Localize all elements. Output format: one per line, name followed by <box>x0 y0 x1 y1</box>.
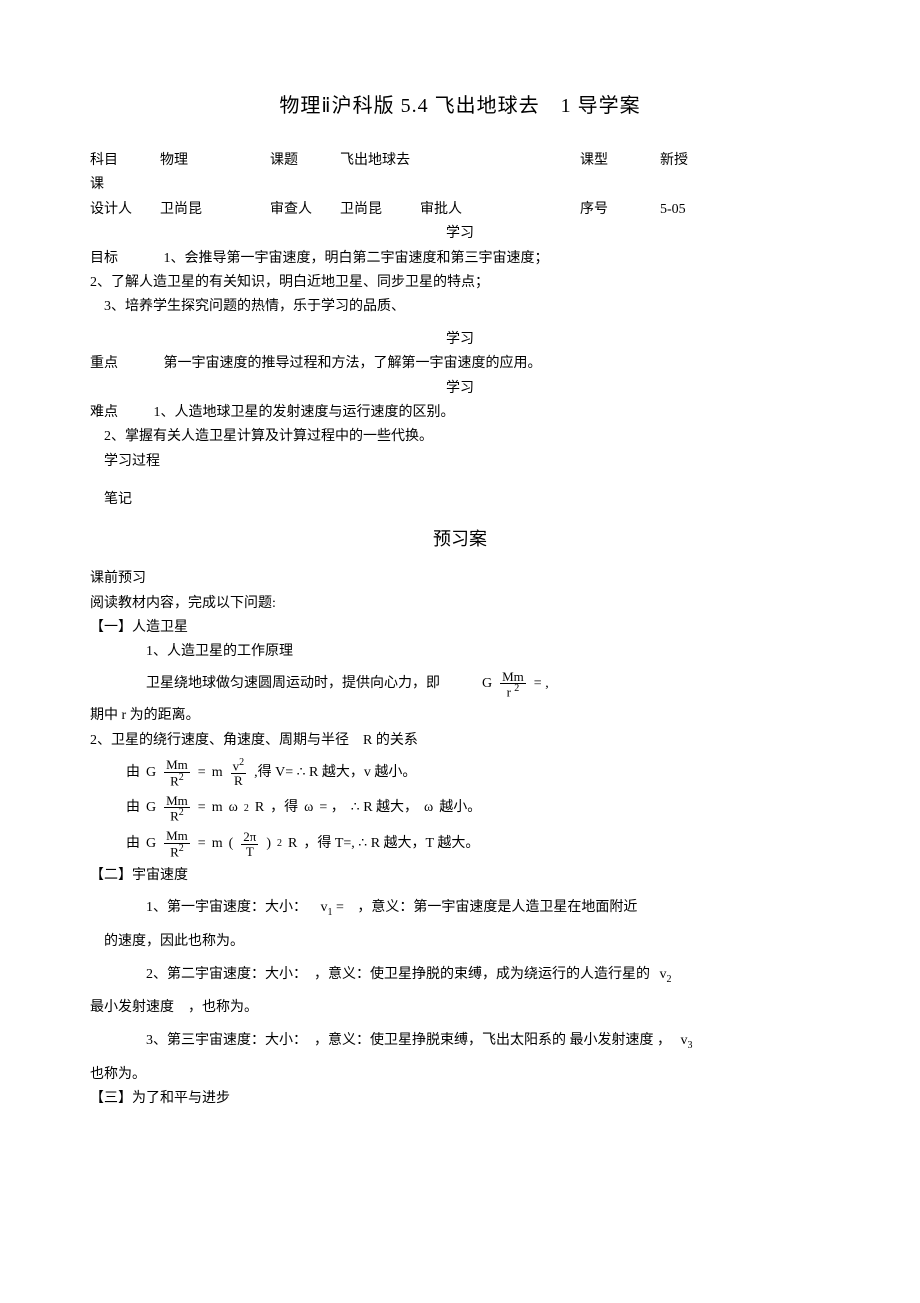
study-label-2: 学习 <box>90 329 830 351</box>
frac-mm-R2-a: Mm R2 <box>164 758 190 788</box>
sec2-v1a: 1、第一宇宙速度：大小： <box>146 900 307 915</box>
frac-mm-R2-b: Mm R2 <box>164 794 190 824</box>
type-value: 新授 <box>660 150 688 172</box>
section-3-head: 【三】为了和平与进步 <box>90 1088 830 1110</box>
frac-mm-R2-c: Mm R2 <box>164 829 190 859</box>
eq-tail-1: = , <box>534 673 549 695</box>
subject-value: 物理 <box>160 150 270 172</box>
focus-line: 重点 第一宇宙速度的推导过程和方法，了解第一宇宙速度的应用。 <box>90 353 830 375</box>
sec1-p2a: 卫星绕地球做匀速圆周运动时，提供向心力，即 <box>146 673 440 695</box>
sec2-v3a: 3、第三宇宙速度：大小： ，意义：使卫星挣脱束缚，飞出太阳系的 最小发射速度 ， <box>146 1033 671 1048</box>
formula-g-1: G <box>482 673 492 695</box>
eq-line-3: 由 G Mm R2 = m( 2π T )2 R ，得 T=, ∴ R 越大，T… <box>90 829 830 859</box>
eq1-tail: ,得 V= ∴ R 越大，v 越小。 <box>254 762 416 784</box>
eq1-lead: 由 <box>90 762 140 784</box>
difficulty-1: 1、人造地球卫星的发射速度与运行速度的区别。 <box>154 405 455 420</box>
sec2-v1: 1、第一宇宙速度：大小： v1 = ，意义：第一宇宙速度是人造卫星在地面附近 <box>90 897 830 921</box>
goals-line-1: 目标 1、会推导第一宇宙速度，明白第二宇宙速度和第三宇宙速度； <box>90 248 830 270</box>
goal-2: 2、了解人造卫星的有关知识，明白近地卫星、同步卫星的特点； <box>90 272 830 294</box>
page-title: 物理ⅱ沪科版 5.4 飞出地球去 1 导学案 <box>90 90 830 122</box>
study-label-3: 学习 <box>90 378 830 400</box>
sec1-principle-line: 卫星绕地球做匀速圆周运动时，提供向心力，即 G Mm r 2 = , <box>146 670 830 700</box>
focus-label: 重点 <box>90 353 160 375</box>
sec1-p4: 2、卫星的绕行速度、角速度、周期与半径 R 的关系 <box>90 730 830 752</box>
sec1-p3: 期中 r 为的距离。 <box>90 705 830 727</box>
reviewer-value: 卫尚昆 <box>340 199 420 221</box>
difficulty-label: 难点 <box>90 402 150 424</box>
meta-row-1: 科目 物理 课题 飞出地球去 课型 新授 <box>90 150 830 172</box>
reviewer-label: 审查人 <box>270 199 340 221</box>
sec2-v3: 3、第三宇宙速度：大小： ，意义：使卫星挣脱束缚，飞出太阳系的 最小发射速度 ，… <box>90 1030 830 1054</box>
sec2-v3c: 也称为。 <box>90 1064 830 1086</box>
approver-label: 审批人 <box>420 199 580 221</box>
eq3-lead: 由 <box>90 833 140 855</box>
frac-v2-R: v2 R <box>231 758 247 788</box>
sec2-v2a: 2、第二宇宙速度：大小： ，意义：使卫星挣脱的束缚，成为绕运行的人造行星的 <box>146 967 650 982</box>
eq2-lead: 由 <box>90 797 140 819</box>
topic-value: 飞出地球去 <box>340 150 580 172</box>
seq-value: 5-05 <box>660 199 686 221</box>
goal-label: 目标 <box>90 248 160 270</box>
goal-3: 3、培养学生探究问题的热情，乐于学习的品质、 <box>90 296 830 318</box>
preview-lead-1: 课前预习 <box>90 568 830 590</box>
frac-2pi-T: 2π T <box>241 830 258 858</box>
sec1-p1: 1、人造卫星的工作原理 <box>90 641 830 663</box>
goal-1: 1、会推导第一宇宙速度，明白第二宇宙速度和第三宇宙速度； <box>164 251 549 266</box>
topic-label: 课题 <box>270 150 340 172</box>
meta-course: 课 <box>90 174 830 196</box>
meta-row-2: 设计人 卫尚昆 审查人 卫尚昆 审批人 序号 5-05 <box>90 199 830 221</box>
sec2-v1c: 的速度，因此也称为。 <box>90 931 830 953</box>
type-label: 课型 <box>580 150 660 172</box>
frac-mm-r2: Mm r 2 <box>500 670 526 700</box>
section-2-head: 【二】宇宙速度 <box>90 865 830 887</box>
designer-label: 设计人 <box>90 199 160 221</box>
preview-lead-2: 阅读教材内容，完成以下问题: <box>90 593 830 615</box>
section-1-head: 【一】人造卫星 <box>90 617 830 639</box>
sec2-v2c: 最小发射速度 ，也称为。 <box>90 997 830 1019</box>
study-label-1: 学习 <box>90 223 830 245</box>
difficulty-2: 2、掌握有关人造卫星计算及计算过程中的一些代换。 <box>90 426 830 448</box>
sec2-v2: 2、第二宇宙速度：大小： ，意义：使卫星挣脱的束缚，成为绕运行的人造行星的 v2 <box>90 964 830 988</box>
eq3-tail: ，得 T=, ∴ R 越大，T 越大。 <box>303 833 479 855</box>
process-label: 学习过程 <box>90 451 830 473</box>
notes-label: 笔记 <box>90 489 830 511</box>
sec2-v1b: ，意义：第一宇宙速度是人造卫星在地面附近 <box>357 900 637 915</box>
subject-label: 科目 <box>90 150 160 172</box>
focus-text: 第一宇宙速度的推导过程和方法，了解第一宇宙速度的应用。 <box>164 356 542 371</box>
designer-value: 卫尚昆 <box>160 199 270 221</box>
eq-line-1: 由 G Mm R2 =m v2 R ,得 V= ∴ R 越大，v 越小。 <box>90 758 830 788</box>
eq-line-2: 由 G Mm R2 = m ω2 R ，得 ω= ， ∴ R 越大， ω越小。 <box>90 794 830 824</box>
difficulty-line-1: 难点 1、人造地球卫星的发射速度与运行速度的区别。 <box>90 402 830 424</box>
seq-label: 序号 <box>580 199 660 221</box>
preview-title: 预习案 <box>90 525 830 554</box>
